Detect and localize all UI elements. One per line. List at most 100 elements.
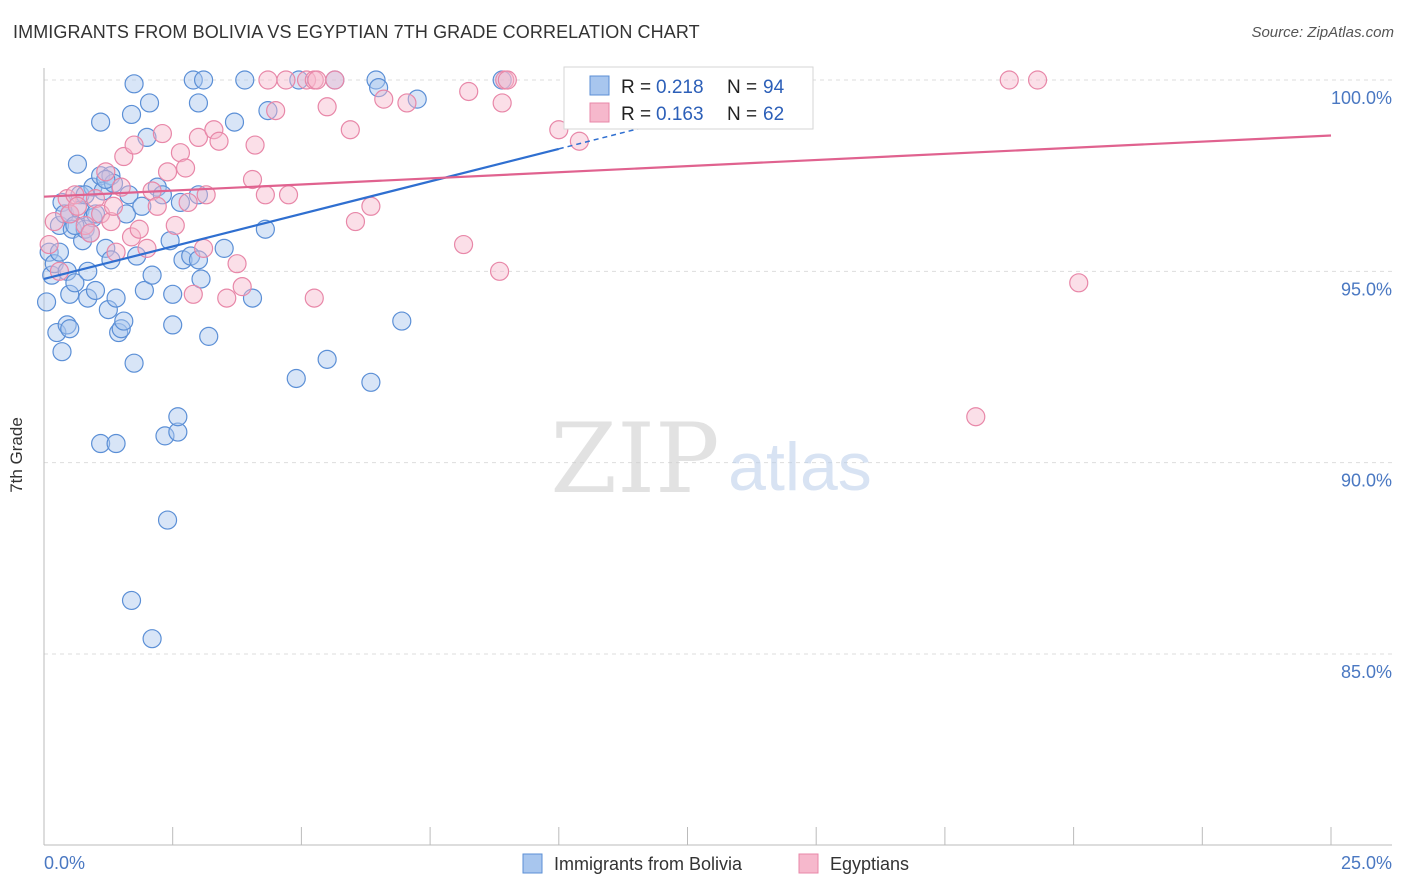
- legend-stats: R = 0.218 N = 94 R = 0.163 N = 62: [563, 66, 814, 130]
- scatter-point: [91, 112, 111, 132]
- legend-swatch-pink: [589, 102, 610, 123]
- scatter-point: [129, 219, 149, 239]
- scatter-point: [132, 196, 152, 216]
- legend-bottom-label-blue: Immigrants from Bolivia: [554, 854, 743, 874]
- scatter-point: [114, 311, 134, 331]
- trend-line-bolivia-extension: [558, 119, 673, 150]
- scatter-point: [492, 93, 512, 113]
- scatter-point: [142, 265, 162, 285]
- scatter-point: [307, 70, 327, 90]
- scatter-point: [142, 629, 162, 649]
- scatter-point: [317, 349, 337, 369]
- scatter-point: [101, 211, 121, 232]
- scatter-point: [232, 277, 252, 297]
- scatter-point: [366, 70, 386, 90]
- scatter-point: [157, 162, 178, 182]
- scatter-point: [119, 185, 139, 205]
- y-tick-label: 95.0%: [1341, 279, 1392, 299]
- x-tick-labels: 0.0% 25.0%: [44, 853, 1392, 873]
- scatter-point: [966, 407, 986, 427]
- series-bolivia-points: [36, 70, 512, 649]
- scatter-point: [569, 131, 589, 151]
- scatter-point: [266, 101, 286, 121]
- scatter-point: [188, 250, 209, 270]
- scatter-point: [111, 319, 131, 339]
- scatter-point: [214, 238, 234, 258]
- scatter-point: [255, 185, 275, 205]
- y-tick-labels: 85.0% 90.0% 95.0% 100.0%: [1331, 88, 1392, 682]
- scatter-point: [245, 135, 265, 155]
- scatter-point: [374, 89, 394, 109]
- scatter-point: [1069, 273, 1089, 293]
- scatter-point: [111, 177, 131, 197]
- scatter-point: [60, 204, 80, 224]
- scatter-point: [124, 74, 144, 94]
- legend-bottom-swatch-blue: [522, 853, 543, 874]
- scatter-point: [193, 238, 214, 258]
- scatter-point: [157, 510, 178, 530]
- scatter-point: [139, 93, 160, 113]
- scatter-point: [106, 433, 126, 454]
- scatter-point: [397, 93, 417, 113]
- scatter-point: [80, 223, 100, 243]
- scatter-point: [286, 368, 306, 389]
- legend-n-value-blue: 94: [763, 77, 785, 98]
- scatter-point: [65, 215, 85, 236]
- scatter-point: [549, 120, 569, 140]
- scatter-point: [44, 211, 64, 232]
- y-tick-label: 100.0%: [1331, 88, 1392, 108]
- scatter-point: [67, 154, 88, 174]
- scatter-point: [183, 284, 203, 304]
- scatter-point: [170, 192, 191, 213]
- scatter-point: [52, 342, 72, 362]
- trend-lines: [43, 119, 1332, 281]
- scatter-point: [204, 120, 224, 140]
- scatter-point: [165, 215, 185, 236]
- scatter-point: [235, 70, 255, 90]
- scatter-point: [188, 93, 209, 113]
- watermark-atlas: atlas: [728, 429, 872, 505]
- scatter-point: [124, 353, 144, 373]
- scatter-point: [242, 169, 263, 190]
- scatter-point: [193, 70, 214, 90]
- scatter-point: [999, 70, 1019, 90]
- scatter-point: [407, 89, 427, 109]
- scatter-point: [147, 196, 167, 216]
- scatter-point: [49, 242, 70, 262]
- scatter-point: [392, 311, 412, 331]
- grid-lines: [44, 79, 1392, 655]
- scatter-point: [65, 273, 85, 293]
- trend-line-bolivia: [43, 147, 560, 281]
- scatter-point: [96, 238, 116, 258]
- scatter-point: [98, 300, 118, 320]
- scatter-point: [178, 192, 198, 213]
- scatter-point: [96, 169, 116, 190]
- scatter-point: [47, 322, 67, 343]
- scatter-point: [175, 158, 196, 178]
- scatter-point: [258, 70, 278, 90]
- legend-bottom-label-pink: Egyptians: [830, 854, 909, 874]
- scatter-point: [345, 211, 366, 232]
- y-tick-label: 85.0%: [1341, 662, 1392, 682]
- scatter-point: [276, 70, 296, 90]
- legend-series: Immigrants from Bolivia Egyptians: [522, 853, 909, 874]
- legend-n-value-pink: 62: [763, 104, 784, 125]
- legend-n-label-blue: N =: [727, 77, 757, 98]
- chart-title: IMMIGRANTS FROM BOLIVIA VS EGYPTIAN 7TH …: [13, 22, 700, 42]
- scatter-point: [489, 261, 510, 281]
- legend-n-label-pink: N =: [727, 104, 757, 125]
- scatter-point: [39, 242, 59, 262]
- scatter-point: [73, 231, 93, 251]
- scatter-point: [96, 162, 116, 182]
- legend-swatch-blue: [589, 75, 610, 96]
- scatter-point: [217, 288, 237, 308]
- legend-r-label-pink: R =: [621, 104, 651, 125]
- scatter-point: [170, 143, 191, 163]
- scatter-point: [36, 292, 57, 312]
- scatter-point: [199, 326, 219, 346]
- scatter-point: [106, 288, 126, 308]
- scatter-point: [134, 280, 154, 301]
- scatter-point: [168, 422, 188, 442]
- scatter-point: [93, 181, 113, 201]
